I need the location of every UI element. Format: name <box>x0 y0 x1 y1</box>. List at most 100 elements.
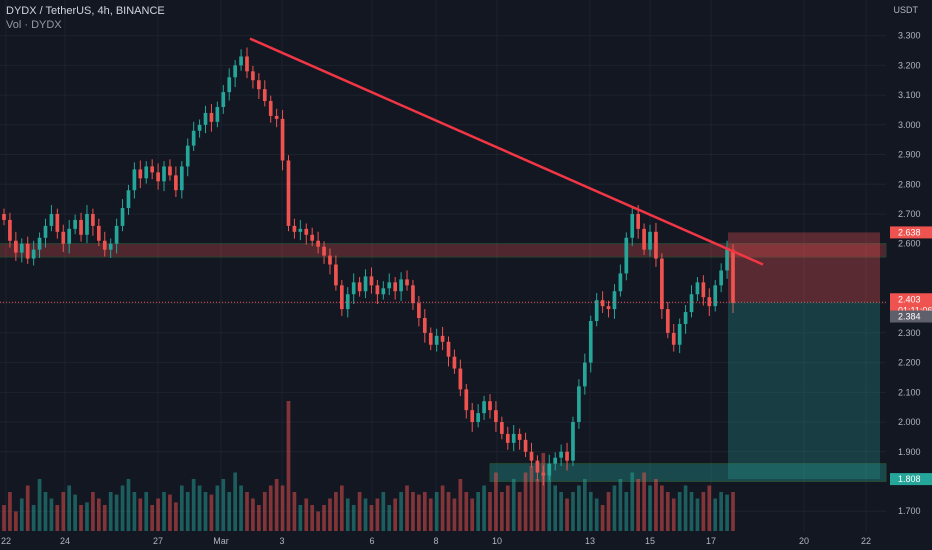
volume-bar <box>731 492 735 531</box>
candle-body <box>310 234 315 241</box>
volume-bar <box>339 485 344 531</box>
candle-body <box>174 175 178 191</box>
candle-body <box>671 332 676 345</box>
candle-body <box>707 297 712 307</box>
price-axis[interactable]: 3.300 3.200 3.100 3.000 2.900 2.800 2.700 2.600… <box>890 31 932 517</box>
candle-body <box>79 219 83 235</box>
candle-body <box>233 65 237 78</box>
y-tick-label: 2.000 <box>898 417 921 427</box>
volume-bar <box>523 472 528 531</box>
candle-body <box>695 282 700 295</box>
volume-bar <box>458 479 463 531</box>
volume-bar <box>422 492 427 531</box>
candle-body <box>648 231 652 250</box>
volume-bar <box>606 492 611 531</box>
candle-body <box>102 240 107 250</box>
candle-body <box>689 294 694 313</box>
volume-bar <box>624 492 629 531</box>
candle-body <box>351 282 356 295</box>
x-tick-label: 6 <box>369 536 374 546</box>
candle-body <box>221 92 226 107</box>
volume-bar <box>280 485 285 531</box>
volume-bar <box>393 498 398 531</box>
volume-bar <box>310 505 315 531</box>
candle-body <box>440 335 445 342</box>
volume-bar <box>375 498 380 531</box>
position-risk-area[interactable] <box>728 232 880 303</box>
candle-body <box>138 169 143 179</box>
volume-bar <box>221 479 226 531</box>
volume-bar <box>665 492 670 531</box>
candle-body <box>482 401 486 414</box>
volume-bar <box>470 498 475 531</box>
volume-bar <box>719 492 723 531</box>
volume-bar <box>618 479 623 531</box>
volume-bar <box>227 492 232 531</box>
time-axis[interactable]: 22 24 27 Mar 3 6 8 10 13 15 17 20 22 <box>1 536 871 546</box>
trendline[interactable] <box>249 37 764 266</box>
candle-body <box>405 279 409 286</box>
volume-bar <box>411 492 415 531</box>
volume-bar <box>707 485 712 531</box>
volume-bar <box>49 498 54 531</box>
candle-body <box>339 285 344 310</box>
candle-body <box>600 300 605 307</box>
volume-bar <box>328 498 332 531</box>
volume-bar <box>120 485 125 531</box>
candle-body <box>262 89 267 102</box>
volume-bar <box>636 479 641 531</box>
volume-bar <box>594 498 599 531</box>
volume-bar <box>322 505 326 531</box>
volume-bar <box>239 485 243 531</box>
symbol-title: DYDX / TetherUS, 4h, BINANCE <box>6 5 165 17</box>
candle-body <box>612 291 617 310</box>
candle-body <box>120 208 125 226</box>
volume-bar <box>126 479 131 531</box>
volume-bar <box>179 485 184 531</box>
volume-bar <box>559 492 563 531</box>
candle-body <box>547 463 552 476</box>
candle-body <box>725 249 729 271</box>
x-tick-label: 8 <box>433 536 438 546</box>
volume-bar <box>185 492 190 531</box>
volume-label: Vol · DYDX <box>6 19 62 31</box>
volume-bar <box>286 401 291 531</box>
candle-body <box>665 309 670 333</box>
volume-bar <box>535 479 540 531</box>
volume-bar <box>517 492 522 531</box>
volume-bar <box>14 511 18 531</box>
volume-bar <box>541 453 546 531</box>
volume-bar <box>156 498 160 531</box>
candle-body <box>417 303 421 319</box>
candle-body <box>565 451 569 461</box>
candle-body <box>191 130 196 146</box>
volume-bar <box>511 479 516 531</box>
candle-body <box>19 243 24 253</box>
volume-bar <box>102 505 107 531</box>
candle-body <box>571 422 575 461</box>
candle-body <box>49 213 54 226</box>
candle-body <box>381 288 386 295</box>
volume-bar <box>387 505 392 531</box>
candle-body <box>357 282 362 292</box>
position-reward-area[interactable] <box>728 302 880 480</box>
volume-bar <box>8 492 12 531</box>
volume-bar <box>369 505 374 531</box>
volume-bar <box>577 485 581 531</box>
candle-body <box>535 460 540 473</box>
volume-bar <box>91 492 95 531</box>
volume-bar <box>79 505 83 531</box>
volume-bar <box>268 485 273 531</box>
resistance-zone <box>0 243 887 258</box>
candle-body <box>505 433 510 443</box>
volume-bar <box>713 498 718 531</box>
volume-bar <box>428 498 433 531</box>
y-tick-label: 3.100 <box>898 90 921 100</box>
candle-body <box>577 386 581 423</box>
volume-bar <box>197 485 202 531</box>
volume-bar <box>446 492 451 531</box>
volume-bar <box>671 498 676 531</box>
candle-body <box>428 332 433 345</box>
candle-body <box>541 472 546 476</box>
